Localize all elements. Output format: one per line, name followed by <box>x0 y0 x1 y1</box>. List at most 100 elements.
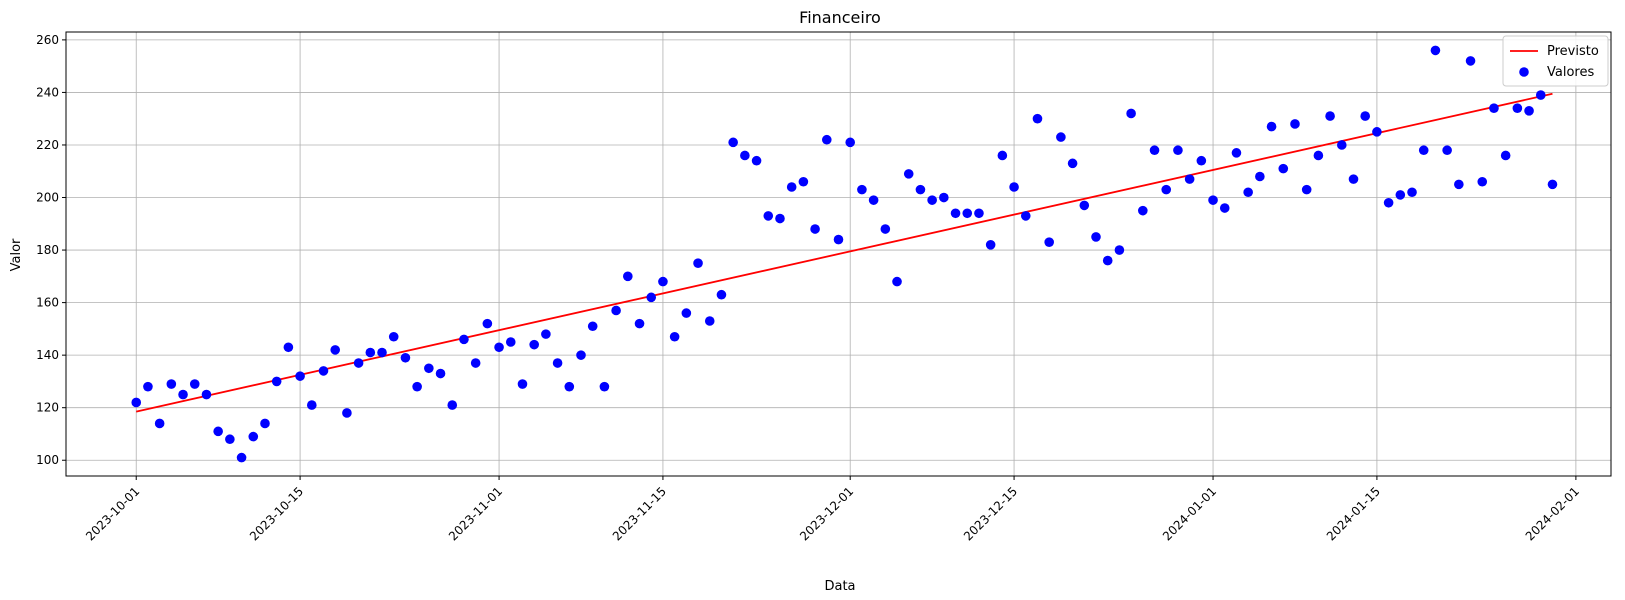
data-point <box>1290 119 1300 129</box>
data-point <box>564 381 575 392</box>
forecast-line-layer <box>136 92 1553 413</box>
data-point <box>459 334 469 345</box>
data-point <box>1535 90 1546 100</box>
data-point <box>1149 145 1160 156</box>
data-point <box>505 337 516 347</box>
data-point <box>857 184 867 195</box>
data-point <box>1395 190 1406 200</box>
data-point <box>903 169 914 179</box>
data-point <box>786 182 797 192</box>
data-point <box>529 339 539 350</box>
data-point <box>1360 111 1371 121</box>
data-point <box>342 408 352 418</box>
data-point <box>892 276 902 287</box>
y-tick-label: 100 <box>36 453 59 467</box>
data-point <box>1009 182 1019 192</box>
data-point <box>1465 56 1476 66</box>
data-point <box>1325 111 1335 121</box>
data-point <box>388 331 399 342</box>
data-point <box>447 400 458 410</box>
data-point <box>728 137 738 148</box>
data-point <box>1430 45 1441 56</box>
data-point <box>189 379 200 389</box>
y-tick-label: 260 <box>36 33 59 47</box>
data-point <box>435 368 446 379</box>
data-point <box>669 331 680 342</box>
data-point <box>283 342 294 353</box>
data-point <box>1418 145 1429 156</box>
legend-box <box>1502 35 1609 87</box>
data-point <box>751 155 762 166</box>
data-point <box>611 305 621 316</box>
data-point <box>424 363 434 374</box>
data-point <box>353 358 364 368</box>
chart-title: Financeiro <box>799 8 881 27</box>
scatter-points <box>131 45 1558 463</box>
data-point <box>248 431 259 442</box>
data-point <box>178 389 188 400</box>
data-point <box>1477 176 1488 187</box>
data-point <box>154 418 165 429</box>
data-point <box>143 381 153 392</box>
data-point <box>482 318 493 329</box>
y-tick-label: 180 <box>36 243 59 257</box>
data-point <box>798 176 809 187</box>
data-point <box>599 381 610 392</box>
data-point <box>658 276 668 287</box>
data-point <box>225 434 235 445</box>
data-point <box>1079 200 1090 211</box>
legend: Previsto Valores <box>1502 35 1609 87</box>
data-point <box>1266 121 1277 132</box>
data-point <box>260 418 270 429</box>
data-point <box>1184 174 1195 184</box>
data-point <box>1524 106 1534 116</box>
data-point <box>1336 140 1347 150</box>
data-point <box>1102 255 1113 266</box>
data-point <box>365 347 376 358</box>
y-tick-label: 140 <box>36 348 59 362</box>
data-point <box>775 213 785 224</box>
data-point <box>1208 195 1218 205</box>
data-point <box>1056 132 1066 142</box>
data-point <box>552 358 563 368</box>
data-point <box>1020 211 1031 221</box>
data-point <box>997 150 1008 161</box>
data-point <box>880 224 891 234</box>
y-axis-label: Valor <box>9 238 24 271</box>
data-point <box>412 381 422 392</box>
data-point <box>166 379 177 389</box>
data-point <box>1255 171 1265 182</box>
data-point <box>646 292 657 303</box>
data-point <box>1301 184 1312 195</box>
x-axis-label: Data <box>824 579 855 594</box>
data-point <box>1442 145 1452 156</box>
data-point <box>1161 184 1172 195</box>
data-point <box>541 329 551 339</box>
data-point <box>974 208 984 219</box>
data-point <box>1067 158 1078 169</box>
data-point <box>295 371 305 381</box>
y-axis-ticks: 100 120 140 160 180 200 220 240 260 <box>36 33 66 467</box>
plot-frame <box>65 31 1612 477</box>
data-point <box>1348 174 1359 184</box>
data-point <box>1231 148 1242 158</box>
data-point <box>704 316 715 326</box>
data-point <box>1489 103 1499 113</box>
data-point <box>377 347 387 358</box>
data-point <box>306 400 317 410</box>
data-point <box>400 352 411 363</box>
data-point <box>962 208 973 219</box>
legend-label-valores: Valores <box>1547 65 1594 80</box>
data-point <box>763 211 774 221</box>
data-point <box>1114 245 1125 255</box>
data-point <box>1454 179 1464 190</box>
data-point <box>1219 203 1230 213</box>
data-point <box>1383 197 1394 208</box>
data-point <box>131 397 142 408</box>
legend-points-swatch <box>1519 67 1529 77</box>
data-point <box>330 345 341 355</box>
data-point <box>810 224 820 234</box>
data-point <box>1126 108 1136 119</box>
data-point <box>587 321 598 332</box>
